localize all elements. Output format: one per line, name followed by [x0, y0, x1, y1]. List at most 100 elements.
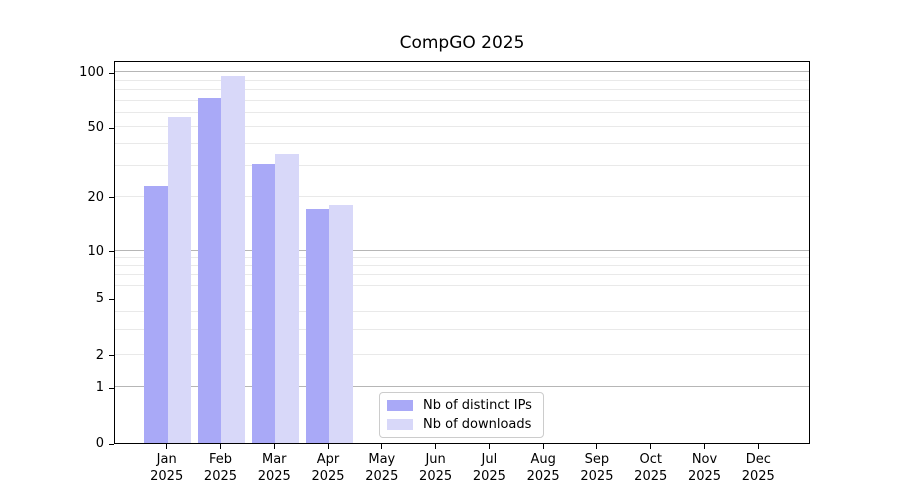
legend-item-downloads: Nb of downloads	[380, 415, 543, 434]
bar-downloads-feb	[221, 76, 245, 443]
x-tick-mark-nov	[704, 444, 705, 449]
gridline-minor-6	[115, 284, 809, 286]
x-tick-label-sep: Sep 2025	[565, 451, 629, 485]
bar-distinct-ips-apr	[305, 209, 330, 443]
y-tick-label-20: 20	[87, 189, 104, 205]
x-tick-mark-sep	[596, 444, 598, 449]
x-tick-year: 2025	[365, 469, 399, 484]
gridline-minor-40	[115, 143, 809, 145]
x-tick-month: Feb	[208, 452, 232, 467]
bar-distinct-ips-jan	[144, 186, 168, 443]
gridline-minor-20	[115, 195, 809, 197]
x-tick-month: Aug	[530, 452, 556, 467]
x-tick-mark-jul	[488, 444, 490, 449]
x-tick-label-oct: Oct 2025	[619, 451, 683, 485]
x-tick-mark-dec	[757, 444, 759, 449]
gridline-minor-7	[115, 274, 809, 276]
legend-item-distinct-ips: Nb of distinct IPs	[380, 396, 543, 415]
x-tick-month: Nov	[691, 452, 718, 467]
x-tick-label-dec: Dec 2025	[726, 451, 790, 485]
y-tick-mark-10	[109, 251, 114, 253]
bar-downloads-mar	[275, 154, 299, 443]
gridline-major-100	[115, 71, 809, 73]
x-tick-label-apr: Apr 2025	[296, 451, 360, 485]
legend: Nb of distinct IPs Nb of downloads	[379, 392, 544, 438]
x-tick-mark-jun	[435, 444, 437, 449]
x-tick-month: May	[368, 452, 396, 467]
x-tick-mark-may	[381, 444, 383, 449]
y-tick-label-100: 100	[79, 65, 104, 81]
x-tick-month: Jul	[481, 452, 498, 467]
x-tick-year: 2025	[257, 469, 291, 484]
y-tick-mark-20	[109, 197, 114, 199]
gridline-minor-8	[115, 265, 809, 267]
x-tick-mark-oct	[650, 444, 652, 449]
x-tick-label-nov: Nov 2025	[673, 451, 737, 485]
y-tick-mark-1	[109, 387, 114, 389]
y-tick-label-5: 5	[95, 291, 104, 307]
bar-distinct-ips-mar	[251, 163, 276, 443]
gridline-minor-4	[115, 311, 809, 313]
y-tick-mark-50	[109, 127, 114, 129]
y-tick-mark-100	[109, 72, 114, 74]
x-tick-year: 2025	[311, 469, 345, 484]
x-tick-month: Oct	[639, 452, 662, 467]
x-tick-year: 2025	[526, 469, 560, 484]
gridline-minor-30	[115, 165, 809, 166]
legend-label-downloads: Nb of downloads	[423, 417, 532, 432]
gridline-minor-80	[115, 89, 809, 91]
x-tick-month: Apr	[316, 452, 340, 467]
gridline-minor-70	[115, 99, 809, 101]
y-tick-label-2: 2	[95, 347, 104, 363]
gridline-minor-9	[115, 256, 809, 258]
y-tick-mark-5	[109, 298, 114, 300]
x-tick-month: Jan	[156, 452, 177, 467]
x-tick-year: 2025	[150, 469, 184, 484]
y-tick-mark-2	[109, 355, 114, 357]
legend-swatch-distinct-ips	[387, 400, 413, 411]
legend-label-distinct-ips: Nb of distinct IPs	[423, 398, 532, 413]
x-tick-year: 2025	[472, 469, 506, 484]
y-tick-mark-0	[109, 443, 114, 445]
x-tick-year: 2025	[741, 469, 775, 484]
gridline-major-10	[115, 249, 809, 251]
x-tick-month: Jun	[425, 452, 446, 467]
y-tick-label-1: 1	[95, 380, 104, 396]
chart-title: CompGO 2025	[399, 33, 525, 53]
y-tick-label-50: 50	[87, 120, 104, 136]
bar-distinct-ips-feb	[197, 98, 222, 443]
x-tick-label-feb: Feb 2025	[188, 451, 252, 485]
gridline-minor-90	[115, 79, 809, 81]
x-tick-month: Mar	[261, 452, 287, 467]
gridline-minor-3	[115, 328, 809, 330]
x-tick-mark-jan	[166, 444, 168, 449]
x-tick-month: Dec	[745, 452, 771, 467]
gridline-minor-60	[115, 111, 809, 113]
gridline-minor-2	[115, 354, 809, 355]
plot-area: Nb of distinct IPs Nb of downloads	[114, 61, 810, 444]
legend-swatch-downloads	[387, 419, 413, 430]
x-tick-year: 2025	[580, 469, 614, 484]
x-tick-label-may: May 2025	[350, 451, 414, 485]
x-tick-year: 2025	[419, 469, 453, 484]
x-tick-label-aug: Aug 2025	[511, 451, 575, 485]
x-tick-mark-feb	[219, 444, 221, 449]
x-tick-label-mar: Mar 2025	[242, 451, 306, 485]
gridline-major-1	[115, 386, 809, 388]
bar-downloads-apr	[329, 204, 353, 443]
x-tick-label-jun: Jun 2025	[404, 451, 468, 485]
x-tick-label-jul: Jul 2025	[457, 451, 521, 485]
y-tick-label-0: 0	[95, 436, 104, 451]
bar-downloads-jan	[167, 116, 192, 443]
x-tick-month: Sep	[584, 452, 610, 467]
y-tick-label-10: 10	[87, 243, 104, 259]
x-tick-year: 2025	[634, 469, 668, 484]
gridline-minor-50	[115, 126, 809, 128]
x-tick-year: 2025	[687, 469, 722, 484]
x-tick-label-jan: Jan 2025	[135, 451, 199, 485]
x-tick-mark-mar	[273, 444, 275, 449]
x-tick-mark-apr	[327, 444, 329, 449]
x-tick-mark-aug	[542, 444, 544, 449]
x-tick-year: 2025	[203, 469, 238, 484]
